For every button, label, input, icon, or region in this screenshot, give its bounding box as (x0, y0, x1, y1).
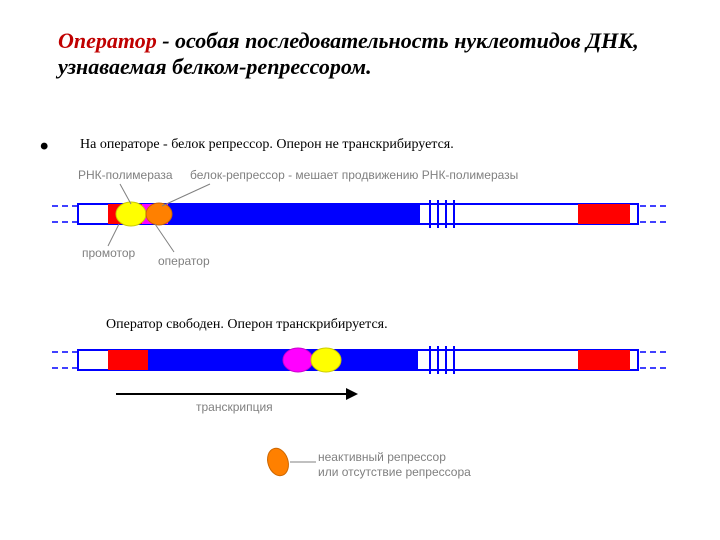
title-term: Оператор (58, 28, 157, 53)
label-transcription: транскрипция (196, 400, 273, 414)
transcription-arrow-head (346, 388, 358, 400)
rna-polymerase-shape-1 (116, 202, 146, 226)
repressor-shape-1 (146, 203, 172, 225)
legend-repressor-icon (264, 446, 292, 479)
bullet-icon: • (40, 133, 48, 161)
diagram-1 (0, 180, 720, 300)
caption-2: Оператор свободен. Оперон транскрибирует… (106, 317, 388, 333)
gene-box-2 (578, 350, 630, 370)
blue-region-1 (168, 204, 420, 224)
magenta-shape-2 (283, 348, 313, 372)
promoter-box-2 (108, 350, 150, 370)
caption-1: На операторе - белок репрессор. Оперон н… (80, 137, 454, 153)
label-operator: оператор (158, 254, 210, 268)
label-promoter: промотор (82, 246, 135, 260)
page-title: Оператор - особая последовательность нук… (58, 28, 658, 81)
rna-polymerase-shape-2 (311, 348, 341, 372)
gene-box-1 (578, 204, 630, 224)
legend-line-2: или отсутствие репрессора (318, 465, 471, 479)
legend-line-1: неактивный репрессор (318, 450, 446, 464)
